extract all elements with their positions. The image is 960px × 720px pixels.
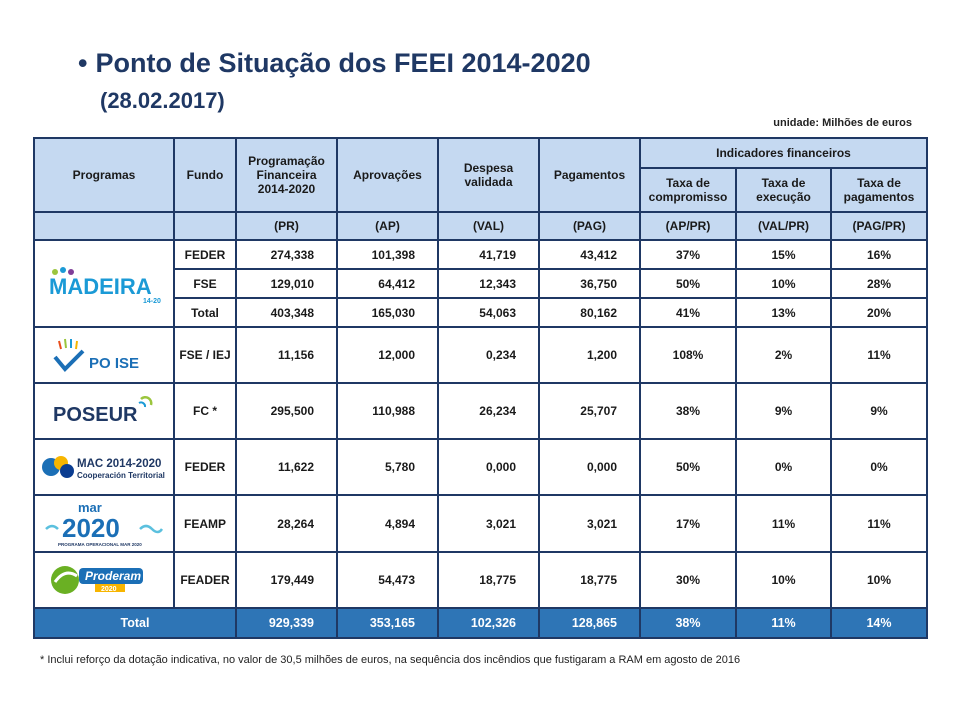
mar-2020-logo: mar 2020 PROGRAMA OPERACIONAL MAR 2020	[39, 499, 169, 549]
svg-text:2020: 2020	[101, 586, 117, 593]
header-taxa-execucao: Taxa de execução	[735, 167, 832, 213]
table-row: mar 2020 PROGRAMA OPERACIONAL MAR 2020 F…	[33, 494, 929, 553]
abbr-pr: (PR)	[235, 211, 338, 241]
po-ise-logo: PO ISE	[39, 335, 169, 375]
header-fundo: Fundo	[173, 137, 237, 213]
total-row: Total 929,339 353,165 102,326 128,865 38…	[33, 607, 929, 639]
table-row: POSEUR FC * 295,500 110,988 26,234 25,70…	[33, 382, 929, 440]
page-date: (28.02.2017)	[100, 88, 225, 113]
header-taxa-compromisso: Taxa de compromisso	[639, 167, 737, 213]
svg-text:POSEUR: POSEUR	[53, 404, 138, 426]
bullet-icon: •	[78, 48, 88, 78]
header-ap: Aprovações	[336, 137, 439, 213]
table-row: FSE 129,010 64,412 12,343 36,750 50% 10%…	[34, 268, 929, 299]
abbr-ap: (AP)	[336, 211, 439, 241]
abbr-pag: (PAG)	[538, 211, 641, 241]
table-row: PO ISE FSE / IEJ 11,156 12,000 0,234 1,2…	[33, 326, 929, 384]
madeira-logo: MADEIRA 14-20	[39, 262, 169, 306]
header-pag: Pagamentos	[538, 137, 641, 213]
table-row: Proderam 2020 FEADER 179,449 54,473 18,7…	[33, 551, 929, 609]
svg-text:2020: 2020	[62, 513, 120, 543]
header-indicadores: Indicadores financeiros	[638, 137, 929, 169]
svg-text:Cooperación Territorial: Cooperación Territorial	[77, 471, 165, 480]
page-title: • Ponto de Situação dos FEEI 2014-2020	[78, 48, 591, 78]
program-madeira: MADEIRA 14-20	[33, 239, 175, 328]
table-row: MADEIRA 14-20 FEDER 274,338 101,398 41,7…	[33, 239, 929, 328]
program-proderam: Proderam 2020	[33, 551, 175, 609]
abbr-val: (VAL)	[437, 211, 540, 241]
header-val: Despesa validada	[437, 137, 540, 213]
svg-text:MAC 2014-2020: MAC 2014-2020	[77, 458, 161, 470]
abbr-ap-pr: (AP/PR)	[639, 211, 737, 241]
status-table: Programas Fundo Programação Financeira 2…	[33, 137, 929, 639]
program-poseur: POSEUR	[33, 382, 175, 440]
svg-text:14-20: 14-20	[143, 298, 161, 305]
unit-note: unidade: Milhões de euros	[773, 117, 912, 129]
svg-text:mar: mar	[78, 500, 102, 515]
program-mac: MAC 2014-2020 Cooperación Territorial	[33, 438, 175, 496]
program-mar-2020: mar 2020 PROGRAMA OPERACIONAL MAR 2020	[33, 494, 175, 553]
abbr-pag-pr: (PAG/PR)	[829, 211, 929, 241]
table-row: MAC 2014-2020 Cooperación Territorial FE…	[33, 438, 929, 496]
proderam-logo: Proderam 2020	[39, 560, 169, 600]
svg-text:MADEIRA: MADEIRA	[49, 274, 152, 299]
mac-logo: MAC 2014-2020 Cooperación Territorial	[39, 449, 169, 485]
header-pr: Programação Financeira 2014-2020	[235, 137, 338, 213]
svg-text:PO ISE: PO ISE	[89, 355, 139, 372]
poseur-logo: POSEUR	[39, 393, 169, 429]
footnote: * Inclui reforço da dotação indicativa, …	[40, 654, 741, 666]
abbr-val-pr: (VAL/PR)	[735, 211, 832, 241]
header-taxa-pagamentos: Taxa de pagamentos	[829, 167, 929, 213]
header-programas: Programas	[33, 137, 175, 213]
svg-text:PROGRAMA OPERACIONAL MAR 2020: PROGRAMA OPERACIONAL MAR 2020	[58, 542, 142, 547]
program-po-ise: PO ISE	[33, 326, 175, 384]
table-row: Total 403,348 165,030 54,063 80,162 41% …	[34, 297, 929, 328]
svg-text:Proderam: Proderam	[85, 569, 141, 583]
